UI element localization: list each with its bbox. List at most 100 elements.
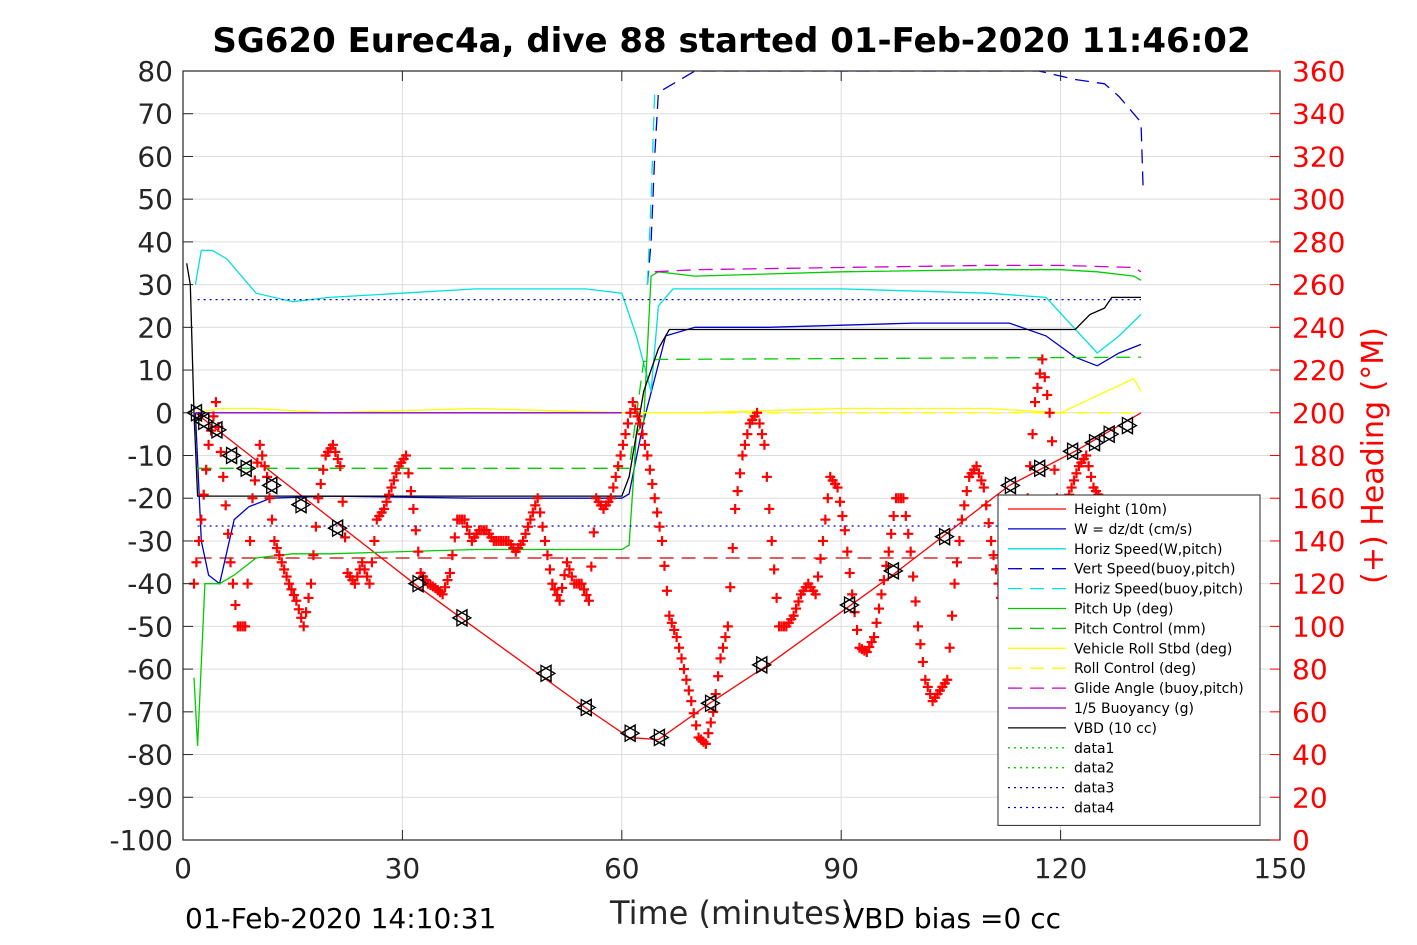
heading-marker [708,706,719,717]
heading-marker [588,527,599,538]
heading-marker [271,543,282,554]
series-line-horiz-speed-buoy-pitch [646,92,656,285]
legend-label: data1 [1074,741,1114,757]
heading-marker [688,708,699,719]
height-marker [407,574,429,593]
y-right-tick-label: 220 [1292,354,1345,387]
heading-marker [522,521,533,532]
heading-marker [293,604,304,615]
legend: Height (10m) W = dz/dt (cm/s) Horiz Speed(… [997,494,1261,826]
heading-marker [727,543,738,554]
heading-marker [754,418,765,429]
heading-marker [581,590,592,601]
heading-marker [525,514,536,525]
heading-marker [817,535,828,546]
heading-marker [544,564,555,575]
heading-marker [1083,461,1094,472]
heading-marker [761,471,772,482]
heading-marker [956,514,967,525]
y-left-tick-label: 30 [137,269,173,302]
heading-marker [681,674,692,685]
x-tick-label: 0 [174,852,192,885]
heading-marker [642,450,653,461]
heading-marker [649,493,660,504]
y-left-tick-label: 40 [137,226,173,259]
heading-marker [844,567,855,578]
y-left-tick-label: -40 [127,568,173,601]
heading-marker [842,546,853,557]
heading-marker [303,592,314,603]
heading-marker [240,621,251,632]
y-left-tick-label: 70 [137,98,173,131]
heading-marker [674,642,685,653]
heading-marker [669,624,680,635]
heading-marker [401,450,412,461]
heading-marker [652,507,663,518]
heading-marker [349,578,360,589]
heading-marker [215,446,226,457]
y-right-tick-label: 280 [1292,226,1345,259]
heading-marker [218,471,229,482]
y-right-tick-label: 360 [1292,55,1345,88]
height-marker [1083,433,1105,452]
heading-marker [713,671,724,682]
heading-marker [335,461,346,472]
heading-marker [810,589,821,600]
heading-marker [722,621,733,632]
heading-marker [654,521,665,532]
x-axis-label: Time (minutes) [609,894,853,932]
heading-marker [281,571,292,582]
heading-marker [981,500,992,511]
heading-marker [905,546,916,557]
heading-marker [337,496,348,507]
heading-marker [959,500,970,511]
heading-marker [888,511,899,522]
heading-marker [242,578,253,589]
heading-marker [379,503,390,514]
heading-marker [886,528,897,539]
height-marker [700,693,721,713]
footer-timestamp: 01-Feb-2020 14:10:31 [185,902,496,935]
heading-marker [198,489,209,500]
heading-marker [976,475,987,486]
heading-marker [259,461,270,472]
heading-marker [391,468,402,479]
heading-marker [883,546,894,557]
heading-marker [983,518,994,529]
heading-marker [705,717,716,728]
heading-marker [288,590,299,601]
heading-marker [332,454,343,465]
heading-marker [408,503,419,514]
heading-marker [769,564,780,575]
heading-marker [832,482,843,493]
heading-marker [908,571,919,582]
heading-marker [444,567,455,578]
heading-marker [276,557,287,568]
y-right-tick-label: 60 [1292,696,1328,729]
heading-marker [1032,382,1043,393]
height-marker [1098,424,1120,444]
series-line-horiz-speed-w-pitch [194,249,1142,392]
heading-marker [364,578,375,589]
y-right-tick-label: 320 [1292,140,1345,173]
heading-marker [878,575,889,586]
heading-marker [442,575,453,586]
y-right-tick-label: 100 [1292,610,1345,643]
y-left-tick-label: -80 [127,739,173,772]
footer-vbd-bias: VBD bias =0 cc [845,902,1061,935]
heading-marker [922,681,933,692]
heading-marker [566,571,577,582]
x-tick-label: 30 [385,852,421,885]
heading-marker [381,496,392,507]
heading-marker [683,685,694,696]
heading-marker [437,589,448,600]
heading-marker [630,404,641,415]
heading-marker [691,720,702,731]
heading-marker [839,525,850,536]
heading-marker [535,507,546,518]
heading-marker [944,642,955,653]
heading-marker [383,489,394,500]
y-right-tick-label: 120 [1292,568,1345,601]
heading-marker [900,511,911,522]
